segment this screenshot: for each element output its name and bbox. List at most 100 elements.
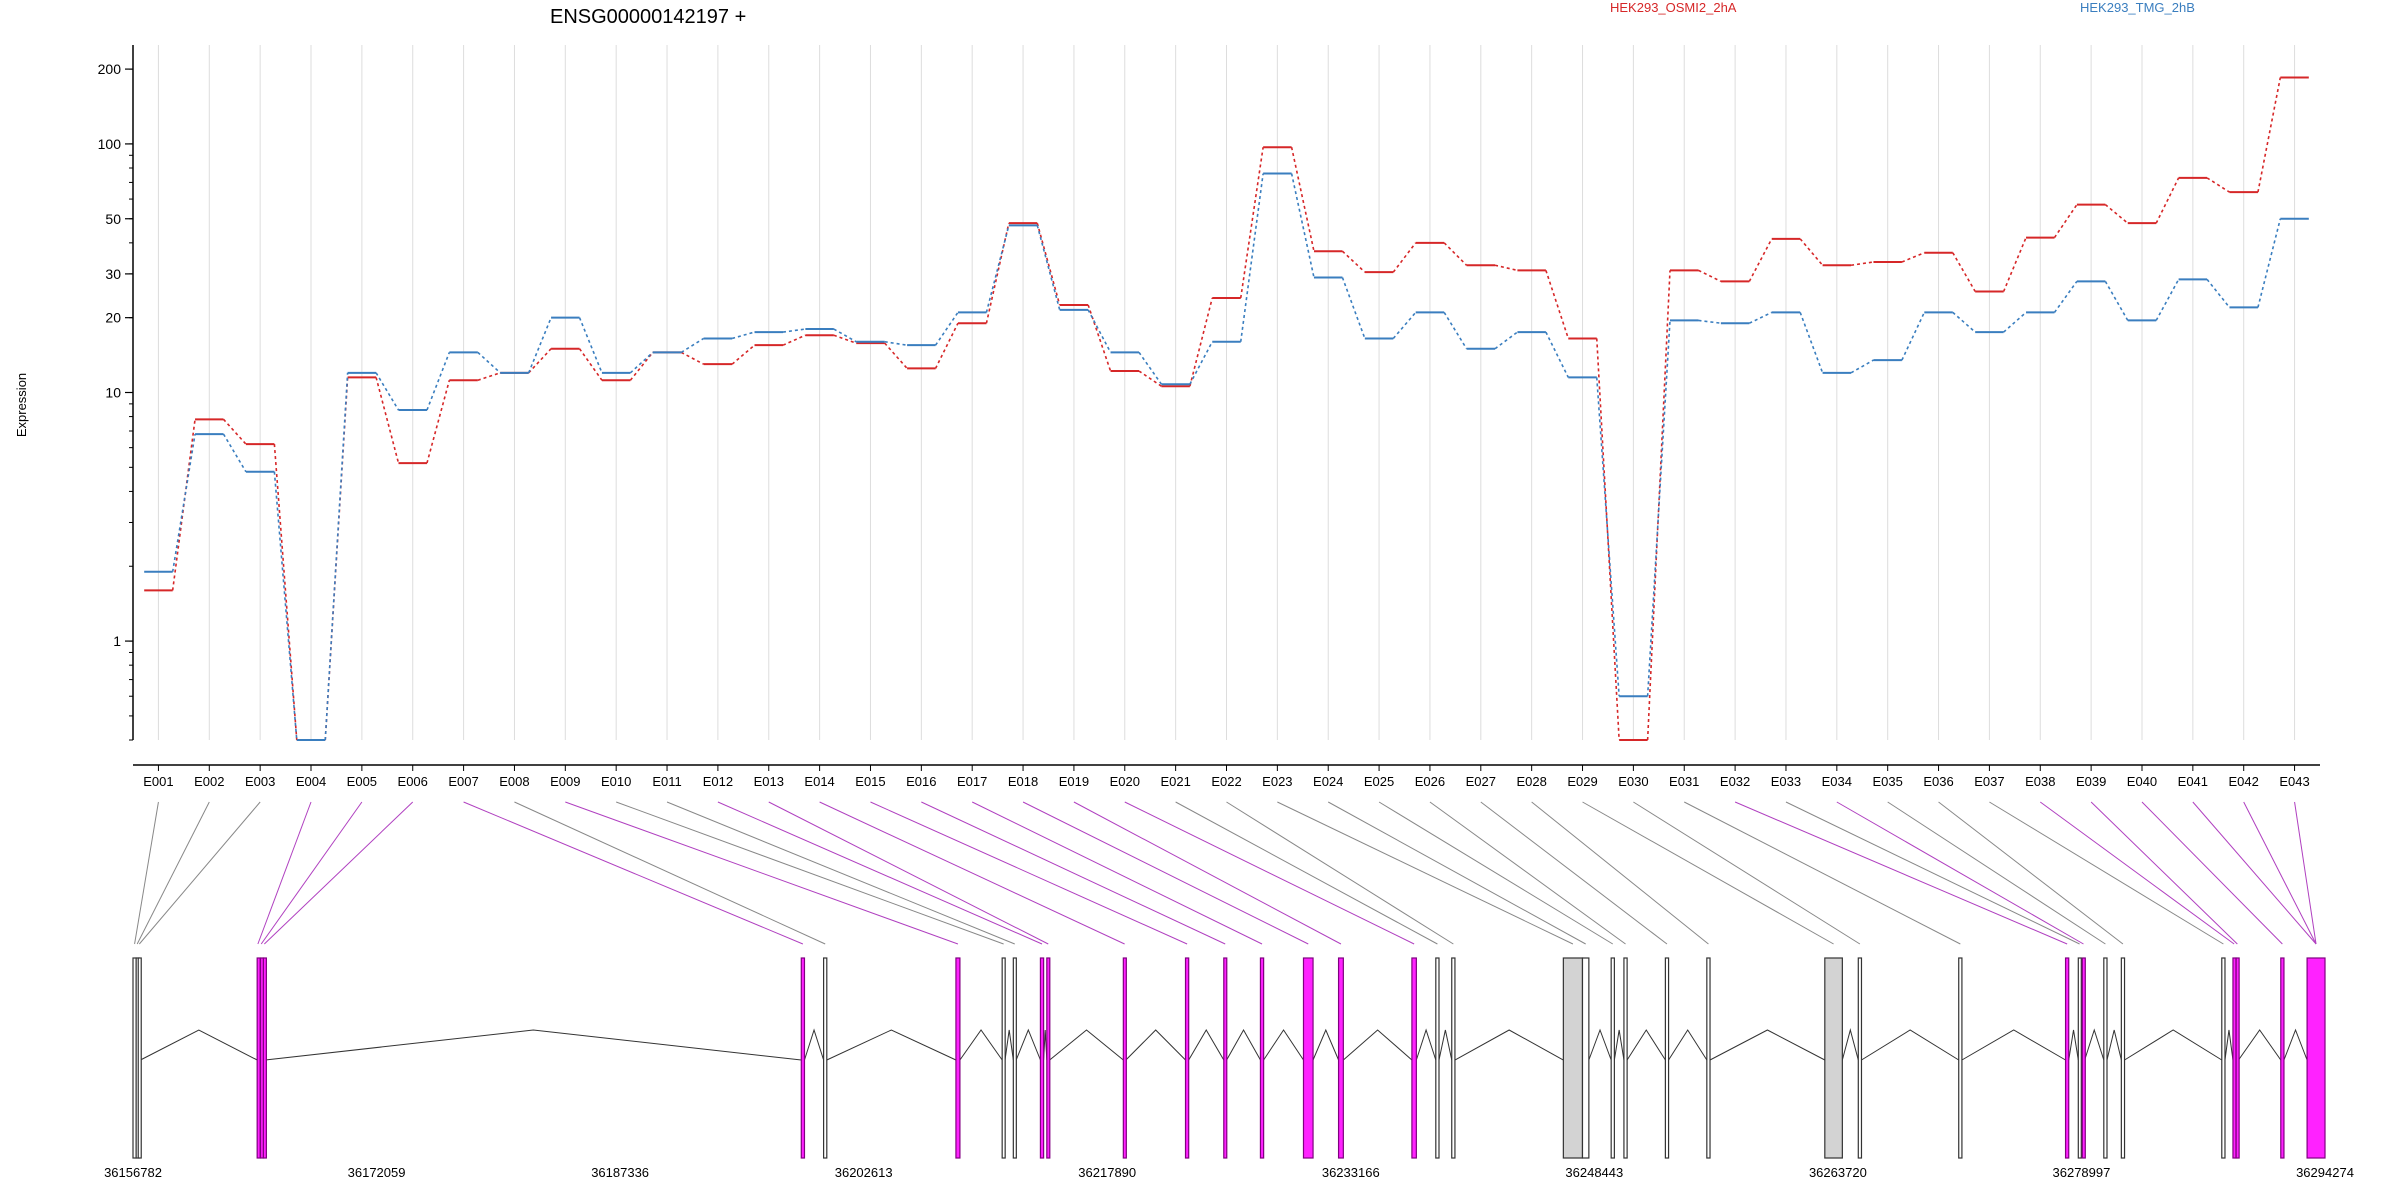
x-tick-label: E007 [448,774,478,789]
y-tick-label: 30 [105,266,121,282]
exon-connector [666,801,1015,945]
series-riser [782,328,806,333]
exon-highlighted [1122,957,1127,1159]
series-riser [884,342,908,369]
exon-connectors [134,801,2317,945]
series-riser [1545,331,1569,378]
exon-connector [1938,801,2124,945]
exon-connector [138,801,261,945]
exon [1012,957,1017,1159]
series-riser [1392,311,1417,339]
exon-connector [2192,801,2317,945]
exon-connector [1429,801,1626,945]
legend-entry-osmi2: HEK293_OSMI2_2hA [1610,0,1737,15]
y-tick-label: 50 [105,211,121,227]
genomic-coordinate-label: 36278997 [2053,1165,2111,1180]
x-tick-label: E008 [499,774,529,789]
series-riser [1443,242,1468,266]
series-riser [2155,279,2180,321]
x-tick-label: E038 [2025,774,2055,789]
x-tick-label: E020 [1110,774,1140,789]
exon-connector [136,801,210,945]
gene-model-track: 36156782 36172059 36187336 36202613 36217890… [104,957,2354,1180]
series-riser [1748,238,1773,282]
exon-highlighted [1046,957,1051,1159]
exon [2221,957,2226,1159]
x-tick-label: E024 [1313,774,1343,789]
exon-highlighted [2306,957,2326,1159]
series-riser [1087,309,1112,353]
exon-highlighted [2280,957,2285,1159]
intron-line [2106,1029,2122,1061]
legend-entry-tmg: HEK293_TMG_2hB [2080,0,2195,15]
x-tick-label: E001 [143,774,173,789]
exon [1435,957,1440,1159]
series-riser [477,372,501,382]
series-riser [1595,377,1620,697]
series-riser [273,444,298,741]
x-tick-label: E042 [2229,774,2259,789]
chart-axes: 1 10 20 30 50 100 200 E001 E002 E003 E004 E005 E006 E… [98,45,2320,789]
series-riser [985,222,1010,324]
x-tick-label: E040 [2127,774,2157,789]
series-riser [426,352,451,411]
x-tick-label: E006 [398,774,428,789]
x-tick-label: E004 [296,774,326,789]
series-riser [1341,250,1366,273]
series-riser [1698,319,1721,325]
x-tick-label: E013 [754,774,784,789]
genomic-coordinate-label: 36294274 [2296,1165,2354,1180]
series-riser [1239,147,1264,299]
exon-connector [2090,801,2238,945]
x-tick-label: E010 [601,774,631,789]
x-tick-label: E022 [1211,774,1241,789]
x-tick-label: E016 [906,774,936,789]
series-riser [1087,304,1112,372]
exon-connector [463,801,804,945]
intron-line [1588,1028,1612,1061]
series-riser [985,225,1010,313]
exon-connector [1989,801,2224,945]
x-tick-label: E018 [1008,774,1038,789]
intron-line [1343,1029,1413,1061]
series-riser [2206,278,2231,308]
series-riser [1748,311,1773,324]
x-tick-label: E028 [1516,774,1546,789]
exon-highlighted [1337,957,1344,1159]
intron-line [1188,1029,1225,1061]
series-riser [1901,251,1925,263]
series-riser [578,348,603,381]
series-riser [477,351,501,374]
series-riser [2002,237,2027,292]
intron-line [1613,1029,1625,1061]
x-tick-label: E033 [1771,774,1801,789]
exon-connector [1531,801,1709,945]
series-riser [2104,280,2129,321]
series-riser [1189,297,1214,387]
series-riser [1036,222,1061,306]
intron-line [826,1029,957,1061]
series-riser [1036,225,1061,311]
x-tick-label: E031 [1669,774,1699,789]
x-tick-label: E003 [245,774,275,789]
intron-line [1226,1028,1261,1061]
exon [2077,957,2082,1159]
exon-connector [1734,801,2068,945]
exon-connector [2141,801,2283,945]
exon-connector [1633,801,1861,945]
exon-highlighted [1259,957,1265,1159]
x-tick-label: E036 [1923,774,1953,789]
x-tick-label: E019 [1059,774,1089,789]
series-riser [1545,270,1570,339]
x-tick-label: E023 [1262,774,1292,789]
exon-connector [1022,801,1309,945]
exon-connector [768,801,1049,945]
intron-line [2068,1029,2079,1061]
intron-line [1004,1029,1014,1061]
series-riser [1850,359,1874,374]
series-riser [1189,341,1213,385]
series-osmi2 [144,76,2309,741]
series-riser [527,317,552,374]
exon-connector [2243,801,2317,945]
